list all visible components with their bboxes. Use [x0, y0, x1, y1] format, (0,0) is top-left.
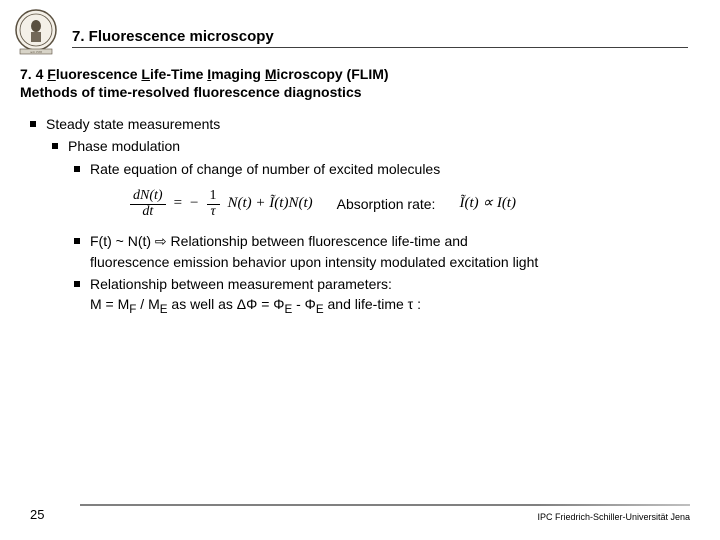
- chapter-title: 7. Fluorescence microscopy: [72, 28, 688, 48]
- bullet-text: Rate equation of change of number of exc…: [90, 159, 440, 179]
- section-number: 7. 4: [20, 66, 43, 82]
- bullet-square-icon: [74, 166, 80, 172]
- eq-equals: =: [174, 193, 182, 215]
- absorption-equation: Ĩ(t) ∝ I(t): [459, 193, 516, 215]
- section-title: 7. 4 Fluorescence Life-Time Imaging Micr…: [20, 66, 700, 82]
- svg-text:seit 1558: seit 1558: [30, 50, 42, 54]
- content-body: Steady state measurements Phase modulati…: [0, 100, 720, 319]
- eq-terms: N(t) + Ĩ(t)N(t): [228, 193, 313, 215]
- section-heading: 7. 4 Fluorescence Life-Time Imaging Micr…: [0, 56, 720, 100]
- university-seal-icon: seit 1558: [12, 8, 60, 56]
- rate-equation: dN(t) dt = − 1 τ N(t) + Ĩ(t)N(t): [130, 189, 313, 219]
- bullet-level2: Phase modulation: [52, 136, 690, 156]
- bullet-square-icon: [52, 143, 58, 149]
- bullet-level3: Relationship between measurement paramet…: [74, 274, 690, 319]
- eq-denominator: dt: [139, 205, 156, 220]
- bullet-square-icon: [74, 238, 80, 244]
- bullet-level1: Steady state measurements: [30, 114, 690, 134]
- eq-one: 1: [207, 189, 220, 205]
- section-subtitle: Methods of time-resolved fluorescence di…: [20, 84, 700, 100]
- footer-divider: [80, 504, 690, 506]
- eq-minus: −: [190, 193, 198, 215]
- bullet-square-icon: [30, 121, 36, 127]
- bullet-square-icon: [74, 281, 80, 287]
- eq-tau: τ: [207, 205, 218, 220]
- bullet-level3: Rate equation of change of number of exc…: [74, 159, 690, 179]
- page-number: 25: [30, 507, 44, 522]
- absorption-label: Absorption rate:: [337, 194, 436, 214]
- eq-numerator: dN(t): [130, 189, 166, 205]
- equation-row: dN(t) dt = − 1 τ N(t) + Ĩ(t)N(t) Absorpt…: [130, 189, 690, 219]
- bullet-level3: F(t) ~ N(t) ⇨ Relationship between fluor…: [74, 231, 690, 272]
- bullet-text: Relationship between measurement paramet…: [90, 274, 421, 319]
- slide-header: seit 1558 7. Fluorescence microscopy: [0, 0, 720, 56]
- bullet-text: Phase modulation: [68, 136, 180, 156]
- affiliation: IPC Friedrich-Schiller-Universität Jena: [537, 512, 690, 522]
- slide-footer: 25 IPC Friedrich-Schiller-Universität Je…: [0, 507, 720, 522]
- bullet-text: Steady state measurements: [46, 114, 220, 134]
- bullet-text: F(t) ~ N(t) ⇨ Relationship between fluor…: [90, 231, 538, 272]
